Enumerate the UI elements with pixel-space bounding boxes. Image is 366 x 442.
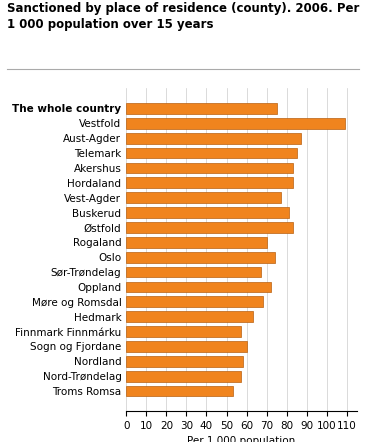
Bar bbox=[126, 371, 240, 381]
Bar bbox=[126, 356, 243, 367]
Bar bbox=[126, 341, 247, 352]
Bar bbox=[126, 222, 293, 233]
Bar bbox=[126, 237, 266, 248]
Bar bbox=[126, 252, 274, 263]
Bar bbox=[126, 192, 281, 203]
X-axis label: Per 1 000 population: Per 1 000 population bbox=[187, 436, 296, 442]
Bar bbox=[126, 267, 261, 278]
Bar bbox=[126, 118, 345, 129]
Bar bbox=[126, 148, 297, 158]
Bar bbox=[126, 311, 253, 322]
Bar bbox=[126, 133, 301, 144]
Bar bbox=[126, 326, 240, 337]
Bar bbox=[126, 103, 277, 114]
Bar bbox=[126, 163, 293, 173]
Text: Sanctioned by place of residence (county). 2006. Per
1 000 population over 15 ye: Sanctioned by place of residence (county… bbox=[7, 2, 360, 31]
Bar bbox=[126, 177, 293, 188]
Bar bbox=[126, 386, 232, 396]
Bar bbox=[126, 297, 263, 307]
Bar bbox=[126, 207, 289, 218]
Bar bbox=[126, 282, 270, 292]
